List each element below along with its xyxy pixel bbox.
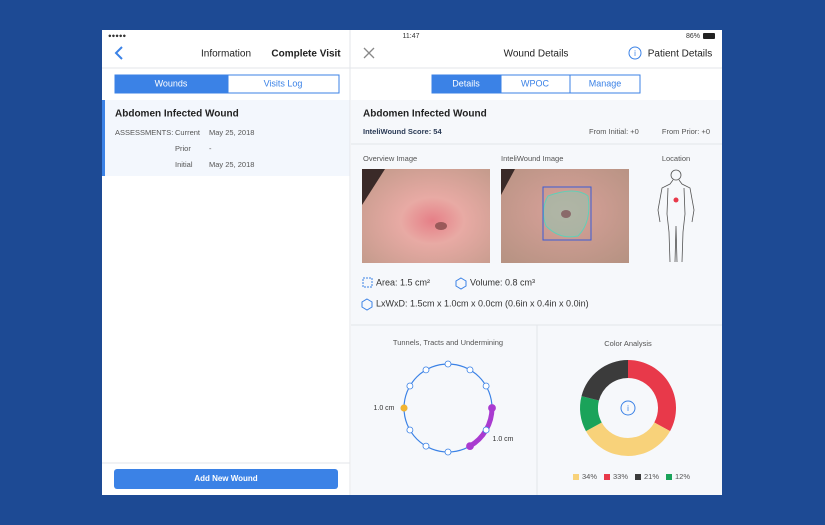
info-glyph: i bbox=[627, 404, 629, 413]
assessment-date: - bbox=[209, 144, 212, 153]
patient-details[interactable]: Patient Details bbox=[648, 49, 712, 60]
ring-node bbox=[444, 448, 452, 456]
area-icon bbox=[362, 277, 373, 288]
tab-label[interactable]: WPOC bbox=[521, 78, 549, 88]
donut-segment bbox=[581, 360, 628, 401]
legend-label: 33% bbox=[613, 472, 628, 481]
ring-node bbox=[422, 442, 430, 450]
dimensions: LxWxD: 1.5cm x 1.0cm x 0.0cm (0.6in x 0.… bbox=[376, 298, 589, 308]
donut-segment bbox=[580, 396, 602, 432]
assessments-label: ASSESSMENTS: bbox=[115, 128, 173, 137]
ring-node bbox=[482, 426, 490, 434]
ring-node bbox=[422, 366, 430, 374]
legend-label: 21% bbox=[644, 472, 659, 481]
tab-label[interactable]: Wounds bbox=[155, 78, 188, 88]
wound-title: Abdomen Infected Wound bbox=[115, 109, 239, 120]
body-figure bbox=[657, 169, 695, 263]
button-label[interactable]: Add New Wound bbox=[194, 474, 258, 483]
tab[interactable] bbox=[227, 74, 340, 94]
close-button[interactable] bbox=[363, 47, 375, 59]
ring-node bbox=[482, 382, 490, 390]
tab-label[interactable]: Manage bbox=[589, 78, 622, 88]
volume: Volume: 0.8 cm³ bbox=[470, 277, 535, 287]
back-button[interactable] bbox=[114, 46, 123, 60]
ring-node bbox=[406, 382, 414, 390]
wound-card[interactable] bbox=[102, 100, 350, 176]
bounding-box bbox=[542, 186, 592, 241]
wound bbox=[435, 222, 447, 230]
selection-bar bbox=[102, 100, 105, 176]
ring-node bbox=[466, 366, 474, 374]
score: InteliWound Score: 54 bbox=[363, 127, 442, 136]
from-prior: From Prior: +0 bbox=[662, 127, 710, 136]
assessment-type: Prior bbox=[175, 144, 191, 153]
tab-label[interactable]: Details bbox=[452, 78, 480, 88]
signal: ●●●●● ︎ bbox=[108, 34, 128, 40]
legend-swatch bbox=[666, 474, 672, 480]
dimension-icon bbox=[361, 298, 373, 311]
image-shadow bbox=[501, 169, 515, 195]
legend-swatch bbox=[604, 474, 610, 480]
tunnel-label: 1.0 cm bbox=[492, 436, 513, 443]
wound-title: Abdomen Infected Wound bbox=[363, 109, 487, 120]
image-label: InteliWound Image bbox=[501, 154, 563, 163]
tunnel-label: 1.0 cm bbox=[373, 405, 394, 412]
color-title: Color Analysis bbox=[604, 339, 652, 348]
info-glyph: i bbox=[634, 49, 636, 58]
clock: 11:47 bbox=[403, 33, 420, 40]
from-initial: From Initial: +0 bbox=[589, 127, 639, 136]
location-pin bbox=[673, 197, 679, 203]
donut-segment bbox=[585, 422, 671, 457]
battery-icon bbox=[703, 33, 715, 39]
legend-label: 34% bbox=[582, 472, 597, 481]
tab[interactable] bbox=[569, 74, 641, 94]
donut-segment bbox=[628, 360, 677, 432]
tunnels-title: Tunnels, Tracts and Undermining bbox=[393, 338, 503, 347]
nav-title: Information bbox=[201, 49, 251, 60]
assessment-type: Current bbox=[175, 128, 201, 137]
wound bbox=[561, 210, 571, 218]
ring-node bbox=[444, 360, 452, 368]
assessment-type: Initial bbox=[175, 160, 193, 169]
tab-label[interactable]: Visits Log bbox=[264, 78, 303, 88]
nav-title: Wound Details bbox=[504, 49, 569, 60]
ring-node bbox=[406, 426, 414, 434]
ring-node bbox=[488, 404, 496, 412]
area: Area: 1.5 cm² bbox=[376, 277, 430, 287]
info-icon[interactable] bbox=[620, 400, 636, 416]
legend-swatch bbox=[573, 474, 579, 480]
ring-node bbox=[466, 442, 474, 451]
overview-image[interactable] bbox=[362, 169, 490, 263]
image-label: Overview Image bbox=[363, 154, 417, 163]
assessment-date: May 25, 2018 bbox=[209, 160, 254, 169]
volume-icon bbox=[455, 277, 467, 290]
image-shadow bbox=[362, 169, 385, 205]
legend-label: 12% bbox=[675, 472, 690, 481]
image-label: Location bbox=[662, 154, 690, 163]
legend-swatch bbox=[635, 474, 641, 480]
battery: 86% bbox=[686, 33, 700, 40]
complete-visit[interactable]: Complete Visit bbox=[271, 49, 341, 60]
assessment-date: May 25, 2018 bbox=[209, 128, 254, 137]
add-wound-button[interactable] bbox=[114, 469, 338, 489]
info-icon[interactable] bbox=[628, 46, 642, 60]
tunnel-marker bbox=[400, 404, 408, 412]
